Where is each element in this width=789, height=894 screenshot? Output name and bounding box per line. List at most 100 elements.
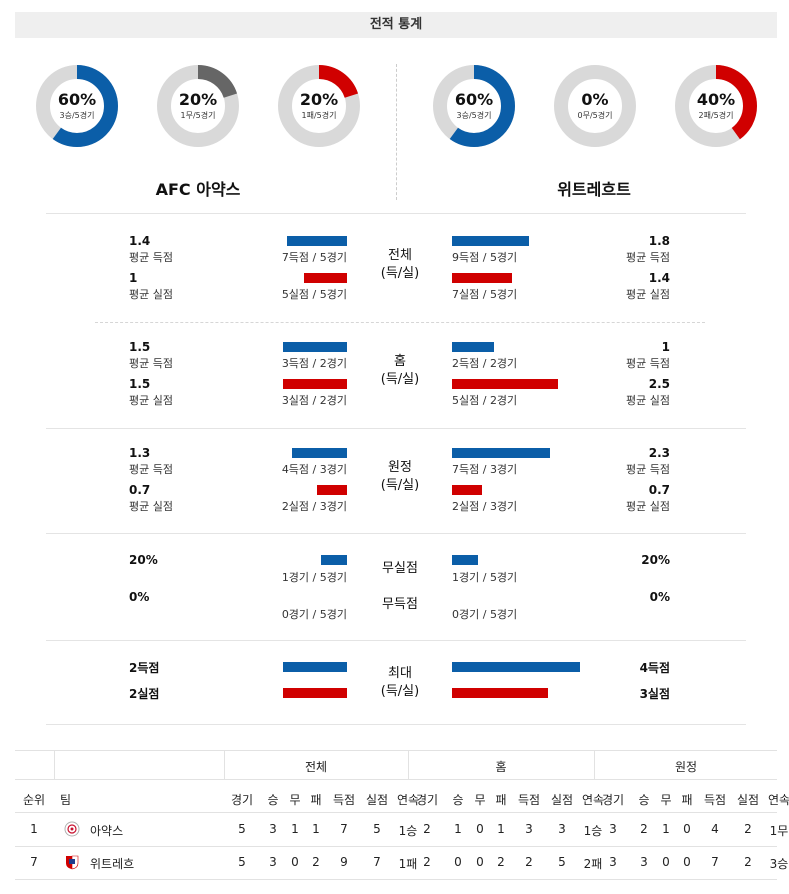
team-header: 팀 (60, 793, 72, 807)
table-cell: 3 (609, 822, 617, 836)
table-cell: 5 (558, 855, 566, 869)
result-donut: 20% 1패/5경기 (277, 64, 361, 148)
max-label: 최대 (388, 666, 412, 681)
table-group-divider (224, 750, 225, 779)
section-sublabel: (득/실) (380, 372, 420, 387)
away-scored-caption: 9득점 / 5경기 (452, 251, 518, 264)
away-avg-scored-label: 평균 득점 (626, 251, 670, 264)
home-scored-bar (283, 342, 347, 352)
table-cell: 7 (373, 855, 381, 869)
away-max-scored-bar (452, 662, 580, 672)
team-link[interactable]: 위트레흐 (90, 857, 135, 871)
away-avg-scored: 2.3 (648, 446, 670, 460)
team-divider (396, 64, 397, 200)
utrecht-logo-icon[interactable] (64, 854, 80, 870)
away-clean-sheet-caption: 1경기 / 5경기 (452, 571, 518, 584)
home-avg-scored-label: 평균 득점 (129, 357, 173, 370)
away-avg-conceded-label: 평균 실점 (626, 394, 670, 407)
divider (46, 213, 746, 214)
table-cell: 0 (476, 855, 484, 869)
home-scored-bar (292, 448, 347, 458)
donut-percent: 60% (57, 90, 97, 109)
table-column-header: 실점 (736, 793, 760, 807)
section-label: 원정 (388, 460, 412, 475)
table-cell: 5 (238, 855, 246, 869)
away-avg-conceded: 0.7 (648, 483, 670, 497)
table-row-divider (15, 779, 777, 780)
home-scored-bar (287, 236, 347, 246)
table-column-header: 무 (289, 793, 301, 807)
ajax-logo-icon[interactable] (64, 821, 80, 837)
table-cell: 3 (525, 822, 533, 836)
section-sublabel: (득/실) (380, 266, 420, 281)
donut-ring (157, 65, 239, 147)
away-avg-scored: 1 (661, 340, 670, 354)
table-cell: 2 (525, 855, 533, 869)
home-scored-caption: 4득점 / 3경기 (281, 463, 347, 476)
donut-arc (36, 65, 118, 147)
donut-percent: 60% (454, 90, 494, 109)
table-group-divider (594, 750, 595, 779)
donut-arc (278, 65, 360, 147)
table-cell: 0 (662, 855, 670, 869)
table-cell: 1승 (583, 824, 603, 838)
table-cell: 2 (497, 855, 505, 869)
table-column-header: 득점 (517, 793, 541, 807)
section-sublabel: (득/실) (380, 478, 420, 493)
table-cell: 2 (744, 855, 752, 869)
table-column-header: 무 (660, 793, 672, 807)
home-scored-caption: 7득점 / 5경기 (281, 251, 347, 264)
away-conceded-caption: 5실점 / 2경기 (452, 394, 518, 407)
table-cell: 3 (558, 822, 566, 836)
donut-arc (157, 65, 239, 147)
home-conceded-bar (304, 273, 347, 283)
table-cell: 2 (423, 855, 431, 869)
team-link[interactable]: 아약스 (90, 824, 124, 838)
table-cell: 5 (238, 822, 246, 836)
clean-sheet-label: 무실점 (382, 561, 418, 576)
donut-arc (675, 65, 757, 147)
donut-track (554, 65, 636, 147)
table-cell: 7 (711, 855, 719, 869)
home-clean-sheet-bar (321, 555, 347, 565)
table-cell: 7 (340, 822, 348, 836)
table-column-header: 실점 (365, 793, 389, 807)
home-max-conceded-bar (283, 688, 347, 698)
home-conceded-bar (317, 485, 347, 495)
away-no-score-pct: 0% (649, 590, 670, 604)
away-scored-bar (452, 448, 550, 458)
table-cell: 3승 (769, 857, 789, 871)
home-max-scored: 2득점 (129, 661, 160, 675)
donut-ring (36, 65, 118, 147)
section-title: 전적 통계 (15, 12, 777, 38)
table-column-header: 승 (638, 793, 650, 807)
home-avg-conceded: 0.7 (129, 483, 151, 497)
donut-caption: 3승/5경기 (59, 111, 95, 120)
donut-ring (278, 65, 360, 147)
no-score-label: 무득점 (382, 597, 418, 612)
away-max-scored: 4득점 (639, 661, 670, 675)
result-donut: 40% 2패/5경기 (674, 64, 758, 148)
table-cell: 1 (291, 822, 299, 836)
table-group-divider (54, 750, 55, 779)
away-max-conceded: 3실점 (639, 687, 670, 701)
away-avg-scored-label: 평균 득점 (626, 357, 670, 370)
home-avg-conceded-label: 평균 실점 (129, 288, 173, 301)
table-cell: 3 (269, 855, 277, 869)
table-row-divider (15, 879, 777, 880)
donut-caption: 1무/5경기 (180, 111, 216, 120)
table-row-divider (15, 846, 777, 847)
away-conceded-caption: 2실점 / 3경기 (452, 500, 518, 513)
away-avg-scored-label: 평균 득점 (626, 463, 670, 476)
table-cell: 0 (683, 855, 691, 869)
home-no-score-caption: 0경기 / 5경기 (281, 608, 347, 621)
table-cell: 3 (269, 822, 277, 836)
table-cell: 3 (640, 855, 648, 869)
donut-caption: 3승/5경기 (456, 111, 492, 120)
home-avg-scored: 1.5 (129, 340, 151, 354)
donut-ring (433, 65, 515, 147)
home-no-score-pct: 0% (129, 590, 150, 604)
table-cell: 1 (662, 822, 670, 836)
away-avg-conceded-label: 평균 실점 (626, 288, 670, 301)
table-cell: 2패 (583, 857, 603, 871)
